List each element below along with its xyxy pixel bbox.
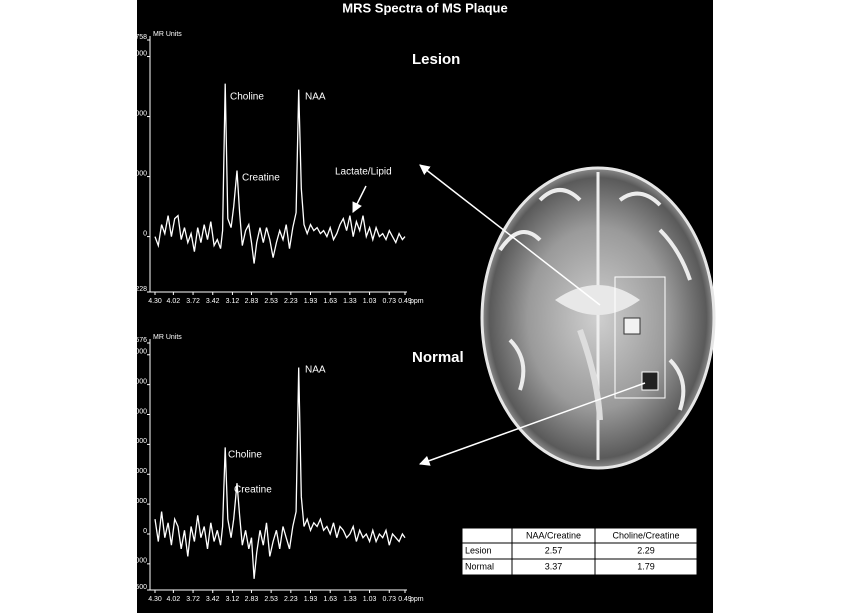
y-axis-label: MR Units	[153, 334, 182, 341]
y-tick-label: 32758	[128, 34, 148, 41]
chart-title: Normal	[412, 349, 464, 366]
y-tick-label: 20000	[128, 110, 148, 117]
charts: MR Units -9228 0 10000 20000 30000 32758 4.30 4.…	[128, 31, 464, 603]
x-tick-label: 1.33	[343, 298, 357, 305]
arrow	[419, 382, 646, 466]
y-tick-label: -4000	[129, 558, 147, 565]
row-label: Lesion	[465, 545, 492, 555]
arrow	[352, 185, 367, 213]
x-tick-label: 2.83	[245, 596, 259, 603]
figure-title: MRS Spectra of MS Plaque	[342, 0, 507, 15]
y-tick-label: -9228	[129, 286, 147, 293]
x-tick-label: 4.30	[148, 298, 162, 305]
peak-annotation: NAA	[305, 92, 326, 103]
x-tick-label: 1.33	[343, 596, 357, 603]
y-tick-label: -7500	[129, 584, 147, 591]
y-tick-label: 24000	[128, 349, 148, 356]
y-axis-label: MR Units	[153, 31, 182, 38]
y-tick-label: 10000	[128, 170, 148, 177]
x-tick-label: 1.63	[323, 298, 337, 305]
x-tick-label: 3.42	[206, 596, 220, 603]
x-tick-label: 4.02	[167, 298, 181, 305]
y-tick-label: 20000	[128, 378, 148, 385]
table-cell: 3.37	[545, 561, 563, 571]
x-tick-label: 0.49	[398, 596, 412, 603]
y-tick-label: 30000	[128, 50, 148, 57]
table-header: Choline/Creatine	[612, 530, 679, 540]
mri-image	[480, 166, 716, 470]
x-tick-label: 0.73	[382, 298, 396, 305]
y-tick-label: 12000	[128, 438, 148, 445]
x-tick-label: 3.12	[226, 596, 240, 603]
spectrum-line	[154, 83, 406, 264]
arrow	[419, 164, 601, 306]
y-tick-label: 16000	[128, 408, 148, 415]
table-cell: 2.29	[637, 545, 655, 555]
peak-annotation: Lactate/Lipid	[335, 167, 392, 178]
x-tick-label: 3.42	[206, 298, 220, 305]
peak-annotation: Creatine	[234, 485, 272, 496]
x-tick-label: 1.93	[304, 596, 318, 603]
y-tick-label: 0	[143, 230, 147, 237]
x-tick-label: 2.53	[264, 298, 278, 305]
x-tick-label: 2.53	[264, 596, 278, 603]
y-tick-label: 4000	[131, 498, 147, 505]
chart-title: Lesion	[412, 51, 460, 68]
table-cell: 2.57	[545, 545, 563, 555]
peak-annotation: Choline	[228, 450, 262, 461]
x-tick-label: 1.03	[363, 596, 377, 603]
x-tick-label: 4.02	[167, 596, 181, 603]
x-axis-label: ppm	[410, 596, 424, 603]
x-tick-label: 0.49	[398, 298, 412, 305]
x-tick-label: 1.93	[304, 298, 318, 305]
y-tick-label: 8000	[131, 468, 147, 475]
x-tick-label: 1.63	[323, 596, 337, 603]
x-tick-label: 0.73	[382, 596, 396, 603]
table-header: NAA/Creatine	[526, 530, 581, 540]
peak-annotation: Creatine	[242, 173, 280, 184]
x-tick-label: 2.23	[284, 596, 298, 603]
row-label: Normal	[465, 561, 494, 571]
x-axis-label: ppm	[410, 298, 424, 305]
x-tick-label: 1.03	[363, 298, 377, 305]
spectrum-line	[154, 367, 406, 579]
x-tick-label: 3.12	[226, 298, 240, 305]
x-tick-label: 2.83	[245, 298, 259, 305]
peak-annotation: NAA	[305, 365, 326, 376]
x-tick-label: 4.30	[148, 596, 162, 603]
peak-annotation: Choline	[230, 92, 264, 103]
table-cell: 1.79	[637, 561, 655, 571]
ratio-table: NAA/Creatine Choline/Creatine Lesion 2.57 2.…	[461, 527, 698, 576]
y-tick-label: 0	[143, 528, 147, 535]
x-tick-label: 2.23	[284, 298, 298, 305]
x-tick-label: 3.72	[186, 298, 200, 305]
x-tick-label: 3.72	[186, 596, 200, 603]
y-tick-label: 25576	[128, 337, 148, 344]
